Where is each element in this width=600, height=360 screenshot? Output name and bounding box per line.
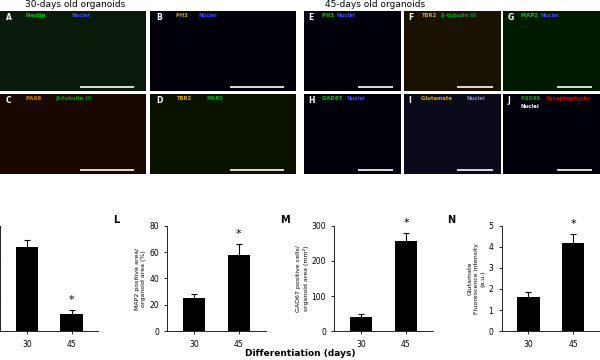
- Text: PH3: PH3: [322, 13, 335, 18]
- Text: H: H: [308, 96, 315, 105]
- Bar: [16, 247, 38, 331]
- Text: β-tubulin III: β-tubulin III: [442, 13, 476, 18]
- Text: Differentiation (days): Differentiation (days): [245, 349, 355, 358]
- Text: PH3: PH3: [176, 13, 190, 18]
- Text: 45-days old organoids: 45-days old organoids: [325, 0, 425, 9]
- Text: J: J: [507, 96, 510, 105]
- Y-axis label: MAP2 positive area/
organoid area (%): MAP2 positive area/ organoid area (%): [135, 247, 146, 310]
- Text: Nuclei: Nuclei: [337, 13, 356, 18]
- Text: E: E: [308, 13, 314, 22]
- Text: Nuclei: Nuclei: [541, 13, 560, 18]
- Bar: [395, 242, 417, 331]
- Bar: [350, 317, 373, 331]
- Bar: [227, 255, 250, 331]
- Text: L: L: [113, 215, 119, 225]
- Text: Nuclei: Nuclei: [521, 104, 539, 109]
- Text: *: *: [69, 295, 74, 305]
- Y-axis label: Glutamate
Fluorescence intensity
(a.u.): Glutamate Fluorescence intensity (a.u.): [467, 243, 485, 314]
- Text: MAP2: MAP2: [206, 96, 223, 101]
- Text: GAD67: GAD67: [322, 96, 344, 101]
- Text: Nuclei: Nuclei: [467, 96, 485, 101]
- Text: Nestin: Nestin: [26, 13, 47, 18]
- Text: MAP2: MAP2: [521, 13, 539, 18]
- Text: I: I: [408, 96, 410, 105]
- Text: *: *: [403, 218, 409, 228]
- Text: TBR2: TBR2: [421, 13, 439, 18]
- Bar: [517, 297, 539, 331]
- Text: Glutamate: Glutamate: [421, 96, 454, 101]
- Bar: [562, 243, 584, 331]
- Text: 30-days old organoids: 30-days old organoids: [25, 0, 125, 9]
- Text: N: N: [448, 215, 455, 225]
- Text: C: C: [6, 96, 11, 105]
- Text: Synaptophysin: Synaptophysin: [546, 96, 590, 101]
- Text: A: A: [6, 13, 11, 22]
- Text: *: *: [236, 229, 242, 239]
- Text: β-tubulin III: β-tubulin III: [56, 96, 92, 101]
- Text: G: G: [507, 13, 514, 22]
- Text: M: M: [280, 215, 290, 225]
- Text: B: B: [156, 13, 161, 22]
- Text: PSD95: PSD95: [521, 96, 542, 101]
- Text: *: *: [571, 219, 576, 229]
- Text: Nuclei: Nuclei: [347, 96, 365, 101]
- Text: PAX6: PAX6: [26, 96, 43, 101]
- Text: F: F: [408, 13, 413, 22]
- Text: TBR2: TBR2: [176, 96, 193, 101]
- Bar: [61, 314, 83, 331]
- Text: D: D: [156, 96, 162, 105]
- Y-axis label: GAD67 positive cells/
organoid area (mm²): GAD67 positive cells/ organoid area (mm²…: [296, 245, 308, 312]
- Text: Nuclei: Nuclei: [199, 13, 218, 18]
- Bar: [183, 298, 205, 331]
- Text: Nuclei: Nuclei: [71, 13, 91, 18]
